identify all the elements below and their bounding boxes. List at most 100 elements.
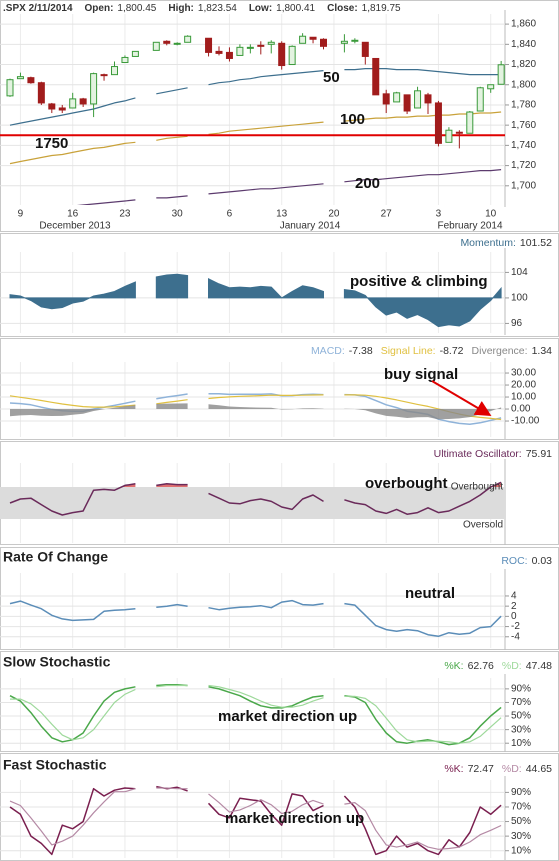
plot-area bbox=[0, 252, 505, 333]
candle-body bbox=[163, 40, 171, 44]
candle-body bbox=[393, 92, 401, 103]
readout-value: 62.76 bbox=[468, 660, 494, 672]
candle-body bbox=[278, 42, 286, 67]
candle-body bbox=[27, 77, 35, 84]
series-line bbox=[76, 169, 502, 205]
candle-body bbox=[497, 64, 505, 85]
candle-body bbox=[215, 50, 223, 54]
y-tick-label: 1,820 bbox=[511, 59, 536, 70]
annotation: positive & climbing bbox=[350, 273, 488, 290]
y-tick-label: 1,740 bbox=[511, 140, 536, 151]
readout-name: %K: bbox=[444, 660, 463, 672]
x-group-label: February 2014 bbox=[437, 221, 502, 232]
stat-value: 1,819.75 bbox=[362, 3, 401, 14]
readout-name: Divergence: bbox=[472, 345, 528, 357]
y-tick-label: 0.00 bbox=[511, 404, 531, 415]
y-tick-label: 90% bbox=[511, 684, 531, 695]
band-label: Oversold bbox=[463, 520, 503, 531]
readout-value: 1.34 bbox=[532, 345, 553, 357]
x-tick-label: 23 bbox=[119, 209, 131, 220]
readout-name: %D: bbox=[502, 660, 522, 672]
candle-body bbox=[288, 45, 296, 66]
panel-title: Slow Stochastic bbox=[3, 654, 111, 670]
readout-name: MACD: bbox=[311, 345, 345, 357]
readout-value: 0.03 bbox=[532, 555, 553, 567]
series-area bbox=[10, 403, 502, 420]
candle-body bbox=[37, 82, 45, 104]
x-tick-label: 16 bbox=[67, 209, 79, 220]
annotation: overbought bbox=[365, 475, 448, 492]
readout-name: ROC: bbox=[501, 555, 527, 567]
header: .SPX 2/11/2014 Open: 1,800.45 High: 1,823.54… bbox=[3, 3, 401, 14]
candle-body bbox=[414, 90, 422, 109]
x-tick-label: 20 bbox=[328, 209, 340, 220]
readout-name: %K: bbox=[444, 763, 463, 775]
candle-body bbox=[184, 35, 192, 43]
band bbox=[0, 487, 505, 519]
candle-body bbox=[476, 87, 484, 112]
x-group-label: January 2014 bbox=[280, 221, 341, 232]
readout: ROC: 0.03 bbox=[501, 555, 552, 567]
stat-label: Close: bbox=[327, 3, 358, 14]
plot-area bbox=[0, 463, 505, 543]
y-tick-label: 30% bbox=[511, 831, 531, 842]
readout-name: Signal Line: bbox=[381, 345, 436, 357]
series-label: 100 bbox=[340, 111, 365, 128]
x-group-label: December 2013 bbox=[39, 221, 111, 232]
y-tick-label: 1,840 bbox=[511, 39, 536, 50]
y-tick-label: 1,700 bbox=[511, 180, 536, 191]
y-tick-label: 10% bbox=[511, 845, 531, 856]
y-tick-label: 90% bbox=[511, 787, 531, 798]
stat-value: 1,823.54 bbox=[198, 3, 237, 14]
candle-body bbox=[424, 94, 432, 104]
y-tick-label: 2 bbox=[511, 601, 517, 612]
readout-value: 47.48 bbox=[526, 660, 552, 672]
y-tick-label: 30% bbox=[511, 724, 531, 735]
candle-body bbox=[257, 44, 265, 47]
y-tick-label: 1,760 bbox=[511, 120, 536, 131]
readout-value: 101.52 bbox=[520, 237, 552, 249]
plot-area bbox=[0, 14, 505, 205]
x-tick-label: 30 bbox=[172, 209, 184, 220]
y-tick-label: -2 bbox=[511, 621, 520, 632]
candle-body bbox=[340, 40, 348, 44]
level-label: 1750 bbox=[35, 135, 68, 152]
candle-body bbox=[152, 41, 160, 51]
y-tick-label: 96 bbox=[511, 318, 523, 329]
y-tick-label: 50% bbox=[511, 816, 531, 827]
x-tick-label: 27 bbox=[381, 209, 393, 220]
readout-name: Momentum: bbox=[460, 237, 515, 249]
candle-body bbox=[351, 39, 359, 42]
panel-frame bbox=[0, 0, 559, 232]
stat-value: 1,800.45 bbox=[117, 3, 156, 14]
readout-name: Ultimate Oscillator: bbox=[434, 448, 522, 460]
y-tick-label: 10.00 bbox=[511, 392, 536, 403]
readout: Momentum: 101.52 bbox=[460, 237, 552, 249]
stat-label: Open: bbox=[85, 3, 114, 14]
readout-value: 44.65 bbox=[526, 763, 552, 775]
plot-area bbox=[0, 573, 505, 648]
x-tick-label: 6 bbox=[227, 209, 233, 220]
y-tick-label: 1,720 bbox=[511, 160, 536, 171]
candle-body bbox=[487, 84, 495, 90]
plot-area bbox=[0, 678, 505, 750]
candle-body bbox=[434, 102, 442, 144]
y-tick-label: 4 bbox=[511, 591, 517, 602]
readout-name: %D: bbox=[502, 763, 522, 775]
readout: Ultimate Oscillator: 75.91 bbox=[434, 448, 553, 460]
candle-body bbox=[48, 103, 56, 110]
candle-body bbox=[173, 42, 181, 45]
x-tick-label: 9 bbox=[18, 209, 24, 220]
y-tick-label: 30.00 bbox=[511, 368, 536, 379]
candle-body bbox=[445, 129, 453, 143]
plot-area bbox=[0, 780, 505, 858]
readout-value: -7.38 bbox=[349, 345, 373, 357]
y-tick-label: 1,800 bbox=[511, 79, 536, 90]
candle-body bbox=[309, 36, 317, 40]
candle-body bbox=[246, 46, 254, 49]
readout-value: 75.91 bbox=[526, 448, 552, 460]
candle-body bbox=[361, 41, 369, 57]
y-tick-label: 20.00 bbox=[511, 380, 536, 391]
overbought-fill bbox=[10, 482, 502, 487]
